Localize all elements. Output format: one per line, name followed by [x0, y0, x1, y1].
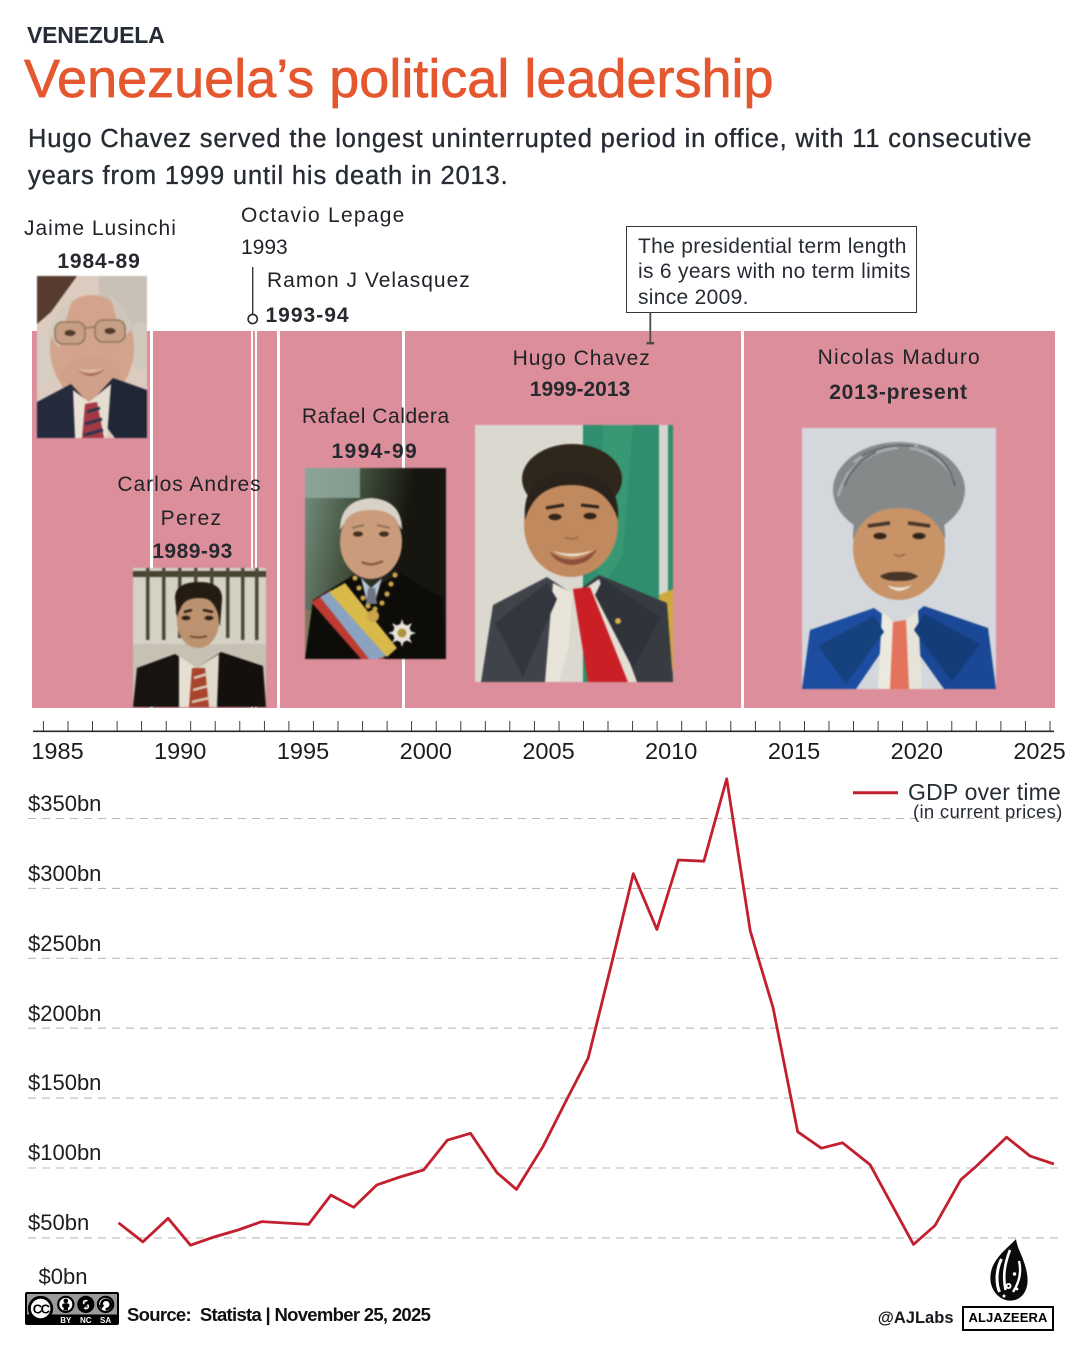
svg-text:NC: NC — [80, 1316, 92, 1325]
svg-text:CC: CC — [33, 1301, 51, 1316]
svg-text:BY: BY — [60, 1316, 72, 1325]
svg-text:SA: SA — [100, 1316, 111, 1325]
